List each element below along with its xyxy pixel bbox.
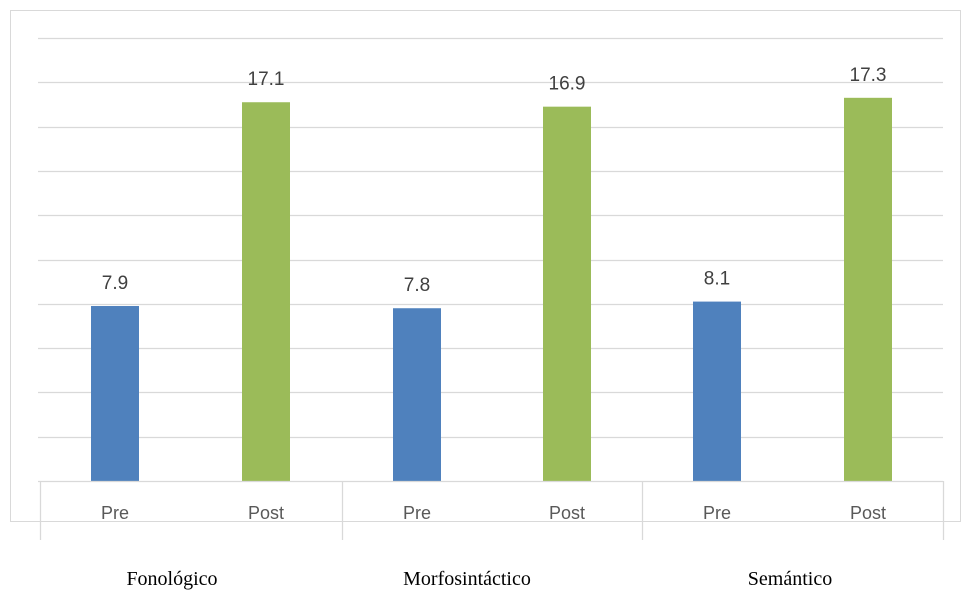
category-labels: Pre Post Pre Post Pre Post [101,503,886,523]
bar-post [543,106,591,481]
bar-pre [393,308,441,481]
bar-pre [91,306,139,481]
value-labels: 7.9 17.1 7.8 16.9 8.1 17.3 [102,65,887,296]
group-label-morfosintactico: Morfosintáctico [403,568,531,590]
value-label: 7.9 [102,273,128,294]
value-label: 17.3 [850,65,887,86]
bars [91,97,892,482]
group-label-fonologico: Fonológico [126,568,218,590]
bar-post [242,102,290,482]
value-label: 7.8 [404,275,430,296]
gridlines [38,37,943,439]
value-label: 17.1 [248,69,285,90]
value-label: 8.1 [704,269,730,290]
group-label-semantico: Semántico [747,568,833,590]
category-label-post: Post [248,503,284,523]
bar-post [844,97,892,482]
value-label: 16.9 [549,74,586,95]
category-label-pre: Pre [403,503,431,523]
category-label-post: Post [549,503,585,523]
category-label-pre: Pre [101,503,129,523]
bar-pre [693,301,741,481]
category-label-pre: Pre [703,503,731,523]
category-axis [38,480,945,540]
chart-frame [10,10,961,522]
category-label-post: Post [850,503,886,523]
